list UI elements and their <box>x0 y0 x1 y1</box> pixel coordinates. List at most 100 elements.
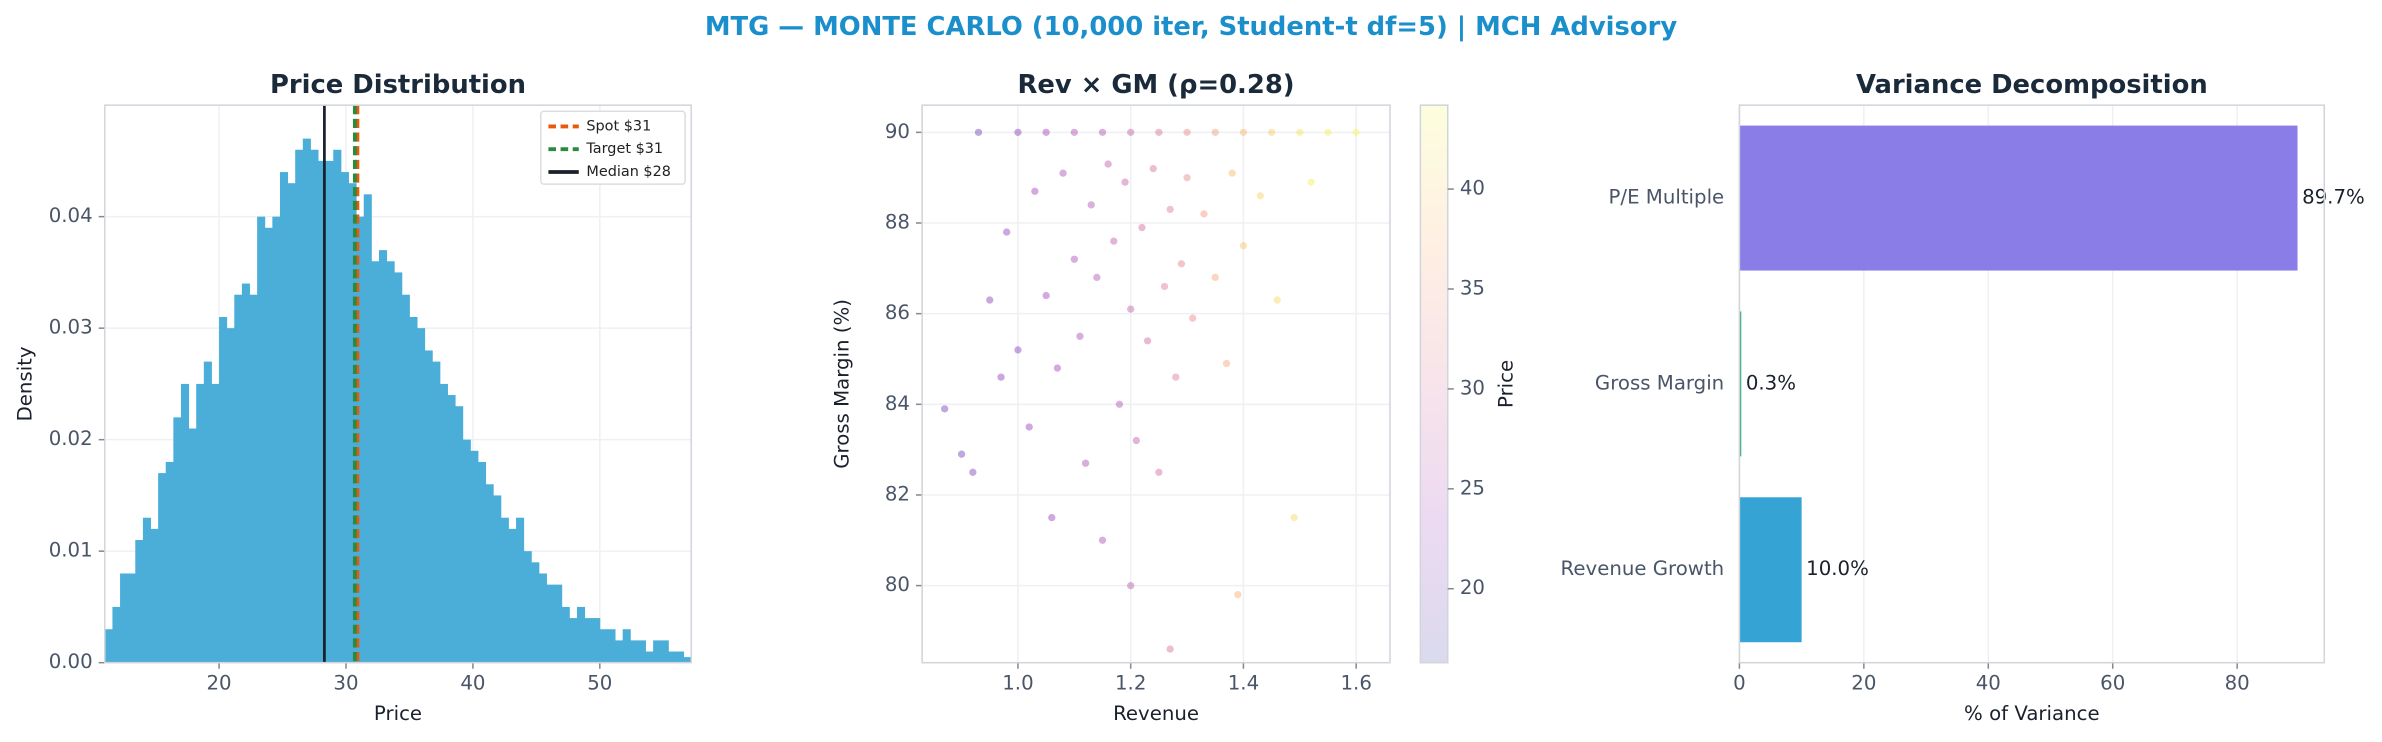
y-tick-label: 0.03 <box>49 316 93 339</box>
histogram-bar <box>279 172 289 663</box>
x-tick-label: 60 <box>2100 671 2125 694</box>
y-tick-label: 0.00 <box>49 650 93 673</box>
histogram-bar <box>135 540 144 663</box>
histogram-bar <box>173 417 182 663</box>
histogram-bar <box>615 640 624 663</box>
histogram-bar <box>226 328 235 663</box>
histogram-bar <box>211 383 220 663</box>
scatter-point <box>1053 364 1062 372</box>
scatter-point <box>1076 332 1084 340</box>
plot-frame <box>104 104 692 664</box>
panel-title: Price Distribution <box>270 70 526 100</box>
y-tick-label: 88 <box>885 211 910 234</box>
colorbar-frame <box>1419 104 1449 664</box>
scatter-point <box>1239 242 1248 250</box>
figure-title: MTG — MONTE CARLO (10,000 iter, Student-… <box>705 12 1678 42</box>
scatter-point <box>1160 282 1169 291</box>
x-tick-label: 1.0 <box>1002 671 1033 694</box>
bar <box>1739 311 1742 457</box>
colorbar-tick-label: 35 <box>1460 276 1485 299</box>
histogram-bar <box>500 517 509 663</box>
histogram-bar <box>576 606 586 663</box>
histogram-bar <box>348 183 357 663</box>
histogram-bar <box>394 272 403 663</box>
histogram-bar <box>477 461 487 663</box>
histogram-bar <box>340 172 349 663</box>
y-tick-label: 86 <box>885 301 910 324</box>
scatter-point <box>1183 174 1191 182</box>
histogram-bar <box>188 428 197 663</box>
histogram-bar <box>675 651 685 663</box>
histogram-bar <box>645 651 654 663</box>
histogram-bar <box>531 562 540 663</box>
histogram-bar <box>592 618 601 663</box>
histogram-bar <box>112 606 121 663</box>
histogram-bar <box>401 294 410 663</box>
scatter-point <box>1014 346 1022 354</box>
scatter-point <box>1070 128 1078 136</box>
scatter-point <box>1352 128 1360 136</box>
y-tick-label: 0.04 <box>49 204 93 227</box>
category-label: Revenue Growth <box>1561 557 1725 580</box>
histogram-bar <box>219 317 228 663</box>
plot-frame <box>1738 104 2326 664</box>
scatter-point <box>1098 128 1107 136</box>
scatter-point <box>1222 359 1231 368</box>
histogram-bar <box>127 573 136 663</box>
scatter-point <box>1290 513 1298 522</box>
scatter-point <box>1228 169 1236 177</box>
scatter-point <box>957 450 966 458</box>
histogram-bar <box>569 618 578 663</box>
histogram-bar <box>660 640 669 663</box>
bar <box>1739 497 1802 643</box>
histogram-bar <box>561 606 570 663</box>
scatter-point <box>1059 169 1067 177</box>
histogram-bar <box>432 361 441 663</box>
scatter-point <box>1042 291 1050 300</box>
x-tick-label: 40 <box>460 671 485 694</box>
scatter-point <box>1166 645 1174 653</box>
x-tick-label: 0 <box>1733 671 1746 694</box>
scatter-point <box>1189 314 1197 322</box>
histogram-bar <box>668 651 677 663</box>
histogram-bar <box>318 160 327 663</box>
histogram-bar <box>241 283 250 663</box>
scatter-point <box>986 296 994 304</box>
scatter-point <box>1003 228 1011 236</box>
histogram-bar <box>180 383 190 663</box>
scatter-point <box>1183 128 1191 136</box>
histogram-bar <box>538 573 547 663</box>
histogram-bar <box>371 261 380 663</box>
scatter-point <box>1155 128 1163 136</box>
scatter-point <box>1121 178 1129 186</box>
scatter-point <box>1098 536 1107 544</box>
scatter-point <box>1267 128 1276 136</box>
scatter-point <box>1110 237 1118 245</box>
value-label: 89.7% <box>2302 186 2365 209</box>
scatter-point <box>1138 223 1146 232</box>
histogram-bar <box>630 640 639 663</box>
histogram-bar <box>272 216 281 663</box>
y-tick-label: 0.02 <box>49 427 93 450</box>
colorbar-tick-label: 30 <box>1460 376 1485 399</box>
histogram-bar <box>325 160 334 663</box>
histogram-bar <box>150 528 159 663</box>
legend-label: Median $28 <box>586 164 671 180</box>
histogram-bar <box>264 227 273 663</box>
colorbar-tick-label: 20 <box>1460 576 1485 599</box>
y-tick-label: 0.01 <box>49 539 93 562</box>
scatter-point <box>1166 205 1174 214</box>
category-label: Gross Margin <box>1595 371 1724 394</box>
scatter-point <box>1014 128 1022 136</box>
scatter-point <box>1324 128 1332 136</box>
scatter-point <box>1172 373 1180 381</box>
histogram-bar <box>158 473 167 663</box>
x-tick-label: 30 <box>333 671 358 694</box>
x-tick-label: 40 <box>1976 671 2001 694</box>
histogram-bar <box>508 528 517 663</box>
colorbar-tick-label: 25 <box>1460 476 1485 499</box>
y-tick-label: 80 <box>885 573 910 596</box>
x-axis-label: Price <box>374 702 422 725</box>
histogram-bar <box>234 294 243 663</box>
